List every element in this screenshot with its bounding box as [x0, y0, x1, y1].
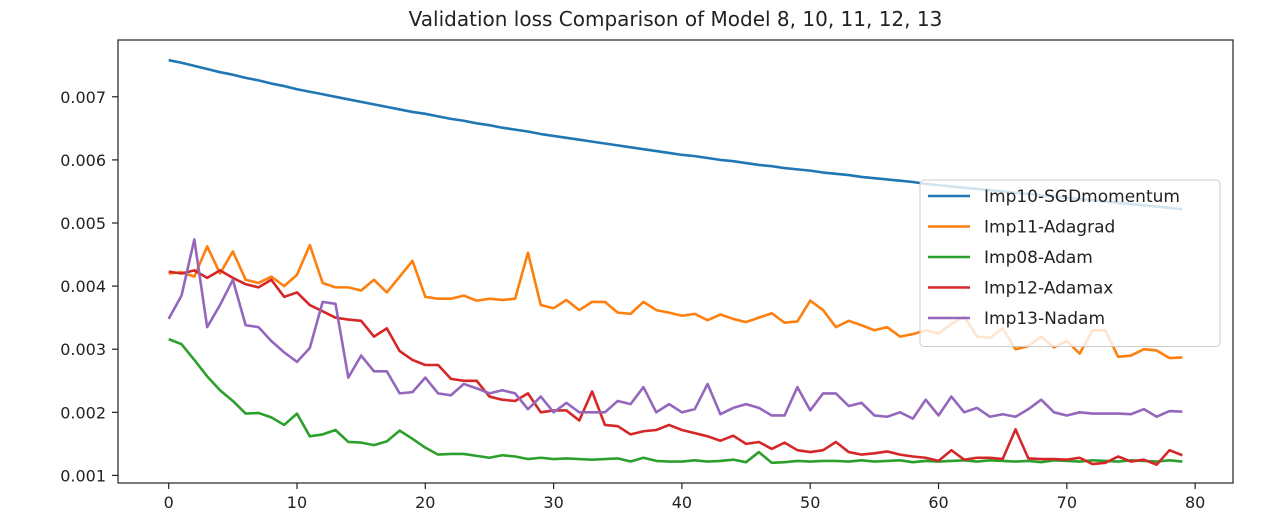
legend: Imp10-SGDmomentum Imp11-Adagrad Imp08-Adam… — [919, 179, 1221, 347]
legend-label: Imp12-Adamax — [984, 279, 1113, 299]
x-tick-label: 60 — [928, 493, 948, 512]
x-tick-label: 70 — [1057, 493, 1077, 512]
legend-label: Imp10-SGDmomentum — [984, 187, 1180, 207]
legend-label: Imp08-Adam — [984, 248, 1093, 268]
x-tick-label: 50 — [800, 493, 820, 512]
series-line-imp08-adam — [168, 337, 1183, 465]
y-tick-label: 0.007 — [60, 88, 106, 107]
x-tick-label: 0 — [164, 493, 174, 512]
y-tick-label: 0.006 — [60, 151, 106, 170]
x-tick-label: 10 — [287, 493, 307, 512]
x-tick-label: 20 — [415, 493, 435, 512]
legend-box — [919, 179, 1221, 347]
y-tick-label: 0.003 — [60, 340, 106, 359]
x-tick-label: 40 — [672, 493, 692, 512]
axes-layer: 0 10 20 30 40 50 60 70 80 0.001 0.002 0.003 0.004 0.0… — [60, 39, 1234, 512]
x-tick-label: 80 — [1185, 493, 1205, 512]
legend-label: Imp11-Adagrad — [984, 218, 1115, 238]
series-line-imp13-nadam — [167, 238, 1183, 420]
y-tick-label: 0.005 — [60, 214, 106, 233]
plot-frame — [117, 39, 1234, 484]
y-tick-label: 0.004 — [60, 277, 106, 296]
x-tick-label: 30 — [543, 493, 563, 512]
y-tick-label: 0.002 — [60, 403, 106, 422]
y-tick-label: 0.001 — [60, 466, 106, 485]
chart-title: Validation loss Comparison of Model 8, 1… — [409, 7, 943, 31]
legend-label: Imp13-Nadam — [984, 309, 1105, 329]
